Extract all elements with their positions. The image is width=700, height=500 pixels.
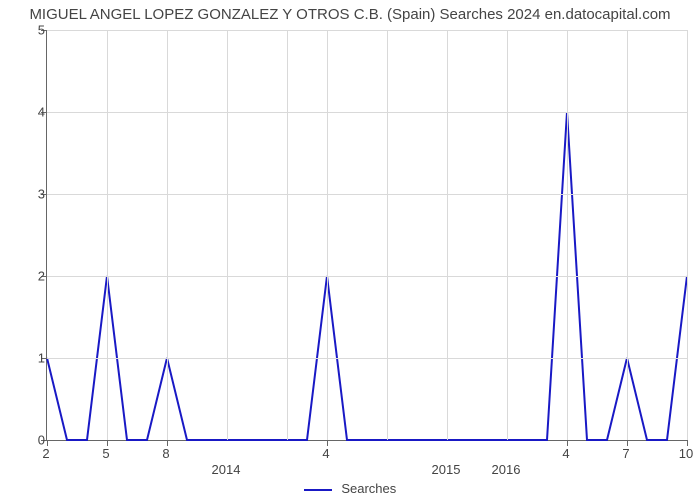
series-line <box>47 30 687 440</box>
gridline-horizontal <box>47 194 687 195</box>
xlabel-month: 5 <box>102 446 109 461</box>
xlabel-month: 8 <box>162 446 169 461</box>
gridline-horizontal <box>47 112 687 113</box>
gridline-vertical <box>567 30 568 440</box>
plot-area <box>46 30 687 441</box>
gridline-vertical <box>507 30 508 440</box>
ylabel: 4 <box>15 105 45 120</box>
xlabel-year: 2015 <box>432 462 461 477</box>
ylabel: 1 <box>15 351 45 366</box>
ylabel: 3 <box>15 187 45 202</box>
gridline-horizontal <box>47 30 687 31</box>
ylabel: 2 <box>15 269 45 284</box>
ylabel: 5 <box>15 23 45 38</box>
gridline-vertical <box>387 30 388 440</box>
gridline-horizontal <box>47 358 687 359</box>
gridline-vertical <box>227 30 228 440</box>
gridline-vertical <box>687 30 688 440</box>
xlabel-year: 2016 <box>492 462 521 477</box>
xlabel-month: 4 <box>322 446 329 461</box>
chart-container: MIGUEL ANGEL LOPEZ GONZALEZ Y OTROS C.B.… <box>0 0 700 500</box>
xlabel-month: 2 <box>42 446 49 461</box>
legend-swatch <box>304 489 332 491</box>
gridline-horizontal <box>47 276 687 277</box>
xlabel-month: 4 <box>562 446 569 461</box>
legend: Searches <box>0 481 700 496</box>
gridline-vertical <box>287 30 288 440</box>
xlabel-month: 7 <box>622 446 629 461</box>
xlabel-year: 2014 <box>212 462 241 477</box>
gridline-vertical <box>107 30 108 440</box>
chart-title: MIGUEL ANGEL LOPEZ GONZALEZ Y OTROS C.B.… <box>0 6 700 23</box>
gridline-vertical <box>627 30 628 440</box>
gridline-vertical <box>327 30 328 440</box>
ylabel: 0 <box>15 433 45 448</box>
legend-label: Searches <box>341 481 396 496</box>
gridline-vertical <box>167 30 168 440</box>
gridline-vertical <box>447 30 448 440</box>
xlabel-month: 10 <box>679 446 693 461</box>
